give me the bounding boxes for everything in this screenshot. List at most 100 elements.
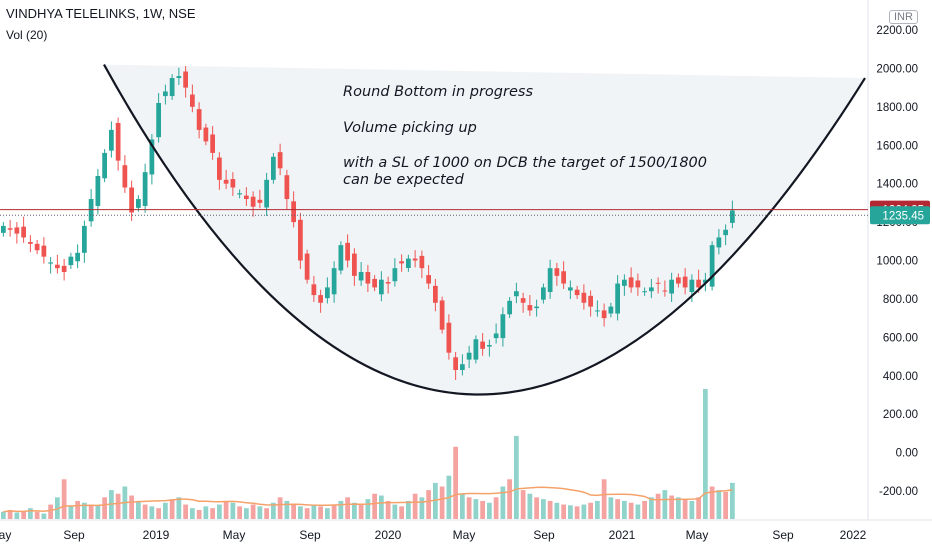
- candle-body: [608, 306, 614, 314]
- candle-body: [406, 258, 411, 268]
- annotation-round-bottom: Round Bottom in progress: [343, 84, 533, 100]
- candle-body: [379, 279, 384, 295]
- candle-body: [136, 199, 141, 208]
- candle-body: [689, 279, 695, 293]
- candle-body: [615, 283, 620, 314]
- volume-bar: [682, 499, 688, 519]
- candle-body: [541, 287, 546, 300]
- volume-bar: [426, 490, 431, 519]
- volume-bar: [406, 500, 411, 519]
- currency-badge[interactable]: INR: [889, 10, 918, 24]
- candle-body: [568, 287, 573, 291]
- volume-bar: [615, 499, 620, 519]
- x-tick-label: May: [223, 528, 246, 542]
- symbol-title[interactable]: VINDHYA TELELINKS, 1W, NSE: [6, 6, 196, 21]
- candle-body: [115, 122, 121, 161]
- y-tick-label: 800.00: [883, 294, 918, 306]
- volume-bar: [628, 502, 634, 519]
- annotation-target-line1: with a SL of 1000 on DCB the target of 1…: [343, 155, 708, 171]
- candle-body: [520, 298, 526, 303]
- volume-bar: [588, 502, 593, 519]
- volume-bar: [622, 500, 627, 519]
- candle-body: [581, 292, 587, 303]
- y-tick-label: 0.00: [896, 448, 918, 460]
- volume-bar: [196, 509, 202, 519]
- x-tick-label: Sep: [533, 528, 555, 542]
- volume-bar: [547, 500, 553, 519]
- y-tick-label: 1800.00: [876, 102, 918, 114]
- volume-bar: [709, 486, 715, 519]
- volume-bar: [365, 499, 371, 519]
- y-tick-label: 1600.00: [876, 140, 918, 152]
- volume-bar: [541, 499, 546, 519]
- volume-bar: [7, 509, 13, 519]
- candle-body: [345, 242, 350, 261]
- volume-indicator-label[interactable]: Vol (20): [6, 28, 48, 42]
- candle-body: [574, 289, 580, 296]
- volume-ma-line: [3, 486, 733, 513]
- annotation-volume: Volume picking up: [343, 120, 477, 136]
- candle-body: [676, 277, 681, 284]
- volume-bar: [318, 506, 323, 519]
- volume-bar: [723, 491, 728, 519]
- candle-body: [628, 277, 634, 288]
- volume-bar: [291, 504, 296, 519]
- volume-bar: [703, 389, 708, 519]
- y-tick-label: 200.00: [883, 409, 918, 421]
- volume-bar: [655, 493, 661, 519]
- volume-bar: [554, 502, 560, 519]
- candle-body: [493, 333, 499, 339]
- volume-bar: [176, 497, 182, 519]
- candle-body: [642, 291, 647, 293]
- y-tick-label: 400.00: [883, 371, 918, 383]
- candle-body: [82, 225, 87, 253]
- volume-bar: [102, 497, 107, 519]
- candle-body: [439, 300, 445, 330]
- volume-bar: [156, 508, 161, 519]
- x-tick-label: Sep: [299, 528, 321, 542]
- candle-body: [210, 134, 215, 153]
- candle-body: [156, 102, 161, 138]
- y-tick-label: 1400.00: [876, 179, 918, 191]
- x-tick-label: 2019: [143, 528, 170, 542]
- candle-body: [730, 210, 735, 223]
- volume-bar: [223, 500, 229, 519]
- volume-bar: [649, 497, 654, 519]
- candle-body: [271, 156, 276, 180]
- annotation-target-line2: can be expected: [343, 172, 464, 188]
- candle-body: [338, 245, 344, 271]
- candle-body: [426, 275, 431, 284]
- volume-bar: [163, 502, 168, 519]
- volume-bar: [21, 511, 26, 519]
- candle-body: [412, 258, 418, 261]
- candle-body: [75, 252, 80, 262]
- candle-body: [561, 271, 566, 284]
- x-tick-label: May: [686, 528, 709, 542]
- x-tick-label: May: [453, 528, 476, 542]
- volume-bar: [311, 504, 317, 519]
- candle-body: [473, 339, 479, 360]
- volume-bar: [439, 486, 445, 519]
- volume-bar: [487, 502, 492, 519]
- volume-bar: [412, 493, 418, 519]
- candle-body: [622, 279, 627, 286]
- candle-body: [129, 187, 134, 213]
- y-tick-label: 2200.00: [876, 25, 918, 37]
- volume-bar: [298, 506, 303, 519]
- cup-fill-region: [104, 64, 865, 395]
- candle-body: [298, 219, 303, 261]
- volume-bar: [210, 508, 215, 519]
- volume-bar: [608, 497, 614, 519]
- candle-body: [142, 172, 148, 206]
- volume-bar: [372, 493, 377, 519]
- candle-body: [7, 228, 13, 230]
- candle-body: [331, 268, 337, 295]
- volume-bar: [257, 506, 263, 519]
- volume-bar: [190, 508, 195, 519]
- y-tick-label: -200.00: [879, 486, 918, 498]
- volume-bar: [493, 497, 499, 519]
- candle-body: [230, 179, 236, 188]
- candle-body: [250, 196, 256, 207]
- volume-bar: [696, 497, 701, 519]
- volume-bar: [41, 513, 47, 519]
